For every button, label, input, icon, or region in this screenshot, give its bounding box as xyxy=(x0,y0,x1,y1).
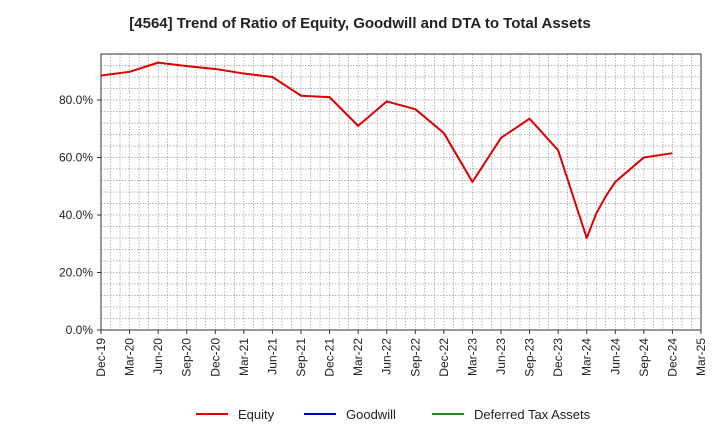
x-tick-label: Jun-21 xyxy=(265,338,279,375)
x-tick-label: Sep-22 xyxy=(408,338,422,377)
x-tick-label: Sep-23 xyxy=(523,338,537,377)
x-axis: Dec-19 Mar-20 Jun-20 Sep-20 Dec-20 Mar-21 Jun-… xyxy=(94,330,708,377)
legend-label-goodwill: Goodwill xyxy=(346,407,396,422)
legend-label-deferred-tax-assets: Deferred Tax Assets xyxy=(474,407,591,422)
x-tick-label: Mar-23 xyxy=(465,338,479,376)
series-layer xyxy=(100,61,673,239)
x-tick-label: Jun-20 xyxy=(151,338,165,375)
plot-frame xyxy=(100,53,702,331)
y-tick-label: 20.0% xyxy=(59,266,93,280)
x-tick-label: Jun-22 xyxy=(380,338,394,375)
grid-layer xyxy=(101,54,701,330)
x-tick-label: Dec-21 xyxy=(323,338,337,377)
x-tick-label: Mar-21 xyxy=(237,338,251,376)
x-tick-label: Mar-25 xyxy=(694,338,708,376)
y-tick-label: 0.0% xyxy=(66,323,94,337)
legend: Equity Goodwill Deferred Tax Assets xyxy=(196,407,591,422)
y-axis: 0.0% 20.0% 40.0% 60.0% 80.0% xyxy=(59,93,101,337)
x-tick-label: Dec-19 xyxy=(94,338,108,377)
x-tick-label: Dec-23 xyxy=(551,338,565,377)
x-tick-label: Sep-20 xyxy=(180,338,194,377)
x-tick-label: Sep-24 xyxy=(637,338,651,377)
x-tick-label: Mar-20 xyxy=(123,338,137,376)
x-tick-label: Jun-24 xyxy=(608,338,622,375)
x-tick-label: Mar-24 xyxy=(580,338,594,376)
y-tick-label: 60.0% xyxy=(59,151,93,165)
legend-label-equity: Equity xyxy=(238,407,275,422)
chart-title: [4564] Trend of Ratio of Equity, Goodwil… xyxy=(129,15,591,32)
series-line-equity xyxy=(100,61,673,239)
y-tick-label: 80.0% xyxy=(59,93,93,107)
x-tick-label: Jun-23 xyxy=(494,338,508,375)
x-tick-label: Dec-24 xyxy=(665,338,679,377)
y-tick-label: 40.0% xyxy=(59,208,93,222)
x-tick-label: Sep-21 xyxy=(294,338,308,377)
x-tick-label: Dec-20 xyxy=(208,338,222,377)
x-tick-label: Dec-22 xyxy=(437,338,451,377)
x-tick-label: Mar-22 xyxy=(351,338,365,376)
